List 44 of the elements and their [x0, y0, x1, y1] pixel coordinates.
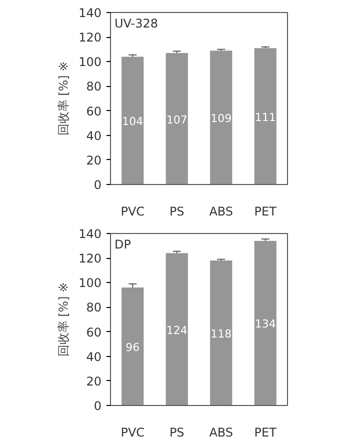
- y-tick-label: 140: [78, 227, 102, 241]
- bar: [254, 48, 276, 184]
- annotation: DP: [114, 238, 131, 252]
- bar: [122, 288, 144, 406]
- annotation: UV-328: [114, 16, 158, 30]
- data-label: 96: [126, 341, 140, 354]
- y-tick-label: 80: [86, 300, 102, 315]
- y-tick-label: 60: [86, 325, 102, 340]
- y-tick-label: 40: [86, 350, 102, 364]
- data-label: 134: [254, 318, 276, 331]
- y-tick-label: 100: [78, 276, 102, 290]
- bar: [254, 240, 276, 406]
- data-label: 124: [166, 324, 188, 337]
- y-tick-label: 40: [86, 128, 102, 143]
- y-axis-title: 回收率 [%] ※: [56, 282, 71, 357]
- y-axis-title: 回收率 [%] ※: [56, 61, 71, 136]
- data-label: 107: [166, 113, 188, 126]
- data-label: 118: [210, 328, 232, 341]
- x-tick-label: ABS: [209, 426, 234, 440]
- data-label: 111: [254, 110, 276, 124]
- x-tick-label: PVC: [120, 204, 145, 218]
- bar: [166, 53, 188, 184]
- y-tick-label: 120: [78, 252, 102, 266]
- bar: [210, 260, 232, 406]
- y-tick-label: 20: [86, 374, 102, 388]
- x-tick-label: PS: [169, 426, 184, 440]
- y-tick-label: 100: [78, 55, 102, 70]
- x-tick-label: PET: [254, 426, 278, 440]
- y-tick-label: 20: [86, 153, 102, 168]
- x-tick-label: PS: [169, 204, 184, 218]
- data-label: 104: [122, 115, 144, 128]
- bar: [122, 56, 144, 184]
- y-tick-label: 120: [78, 30, 102, 45]
- x-tick-label: ABS: [209, 204, 234, 218]
- y-tick-label: 60: [86, 104, 102, 118]
- bar: [210, 50, 232, 184]
- y-tick-label: 0: [94, 178, 102, 192]
- y-tick-label: 80: [86, 80, 102, 94]
- x-tick-label: PET: [254, 204, 278, 218]
- y-tick-label: 140: [78, 6, 102, 20]
- data-label: 109: [210, 112, 232, 126]
- bar: [166, 253, 188, 406]
- y-tick-label: 0: [94, 399, 102, 413]
- x-tick-label: PVC: [120, 426, 145, 440]
